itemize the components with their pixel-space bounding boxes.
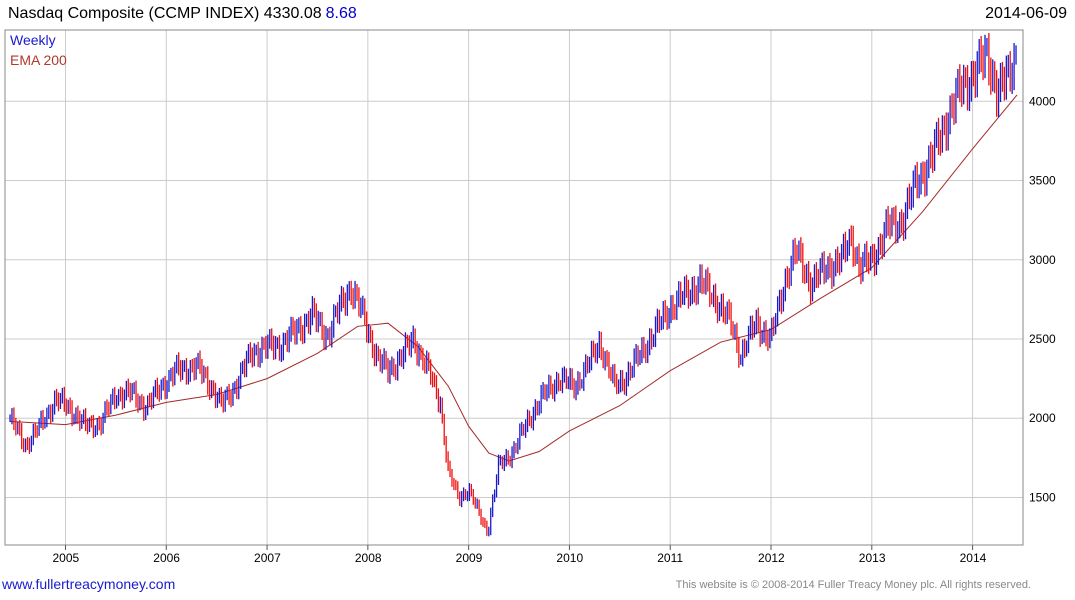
ema-series bbox=[9, 94, 1018, 462]
plot-border bbox=[4, 29, 1024, 546]
chart-date: 2014-06-09 bbox=[985, 5, 1067, 22]
grid-lines bbox=[5, 30, 1023, 545]
y-tick-label: 3500 bbox=[1029, 174, 1056, 188]
weekly-series bbox=[9, 33, 1017, 537]
y-tick-label: 1500 bbox=[1029, 490, 1056, 504]
legend-weekly: Weekly bbox=[10, 32, 56, 48]
x-tick-label: 2009 bbox=[456, 551, 483, 565]
y-tick-label: 2000 bbox=[1029, 411, 1056, 425]
y-tick-label: 4000 bbox=[1029, 94, 1056, 108]
change-value: 8.68 bbox=[325, 5, 357, 22]
x-axis: 2005 2006 2007 2008 2009 2010 2011 2012 2013 2014 bbox=[52, 545, 987, 565]
plot-frame bbox=[4, 29, 1024, 546]
site-link[interactable]: www.fullertreacymoney.com bbox=[2, 576, 176, 592]
x-tick-label: 2012 bbox=[758, 551, 785, 565]
x-tick-label: 2006 bbox=[153, 551, 180, 565]
copyright-notice: This website is © 2008-2014 Fuller Treac… bbox=[675, 579, 1031, 591]
x-tick-label: 2013 bbox=[859, 551, 886, 565]
x-tick-label: 2011 bbox=[657, 551, 683, 565]
legend-ema: EMA 200 bbox=[10, 52, 67, 68]
x-tick-label: 2010 bbox=[556, 551, 583, 565]
ema-line bbox=[9, 94, 1018, 462]
y-tick-label: 2500 bbox=[1029, 332, 1056, 346]
x-tick-label: 2007 bbox=[254, 551, 281, 565]
y-axis: 1500 2000 2500 3000 3500 4000 bbox=[1029, 94, 1056, 504]
y-tick-label: 3000 bbox=[1029, 253, 1056, 267]
title-text: Nasdaq Composite (CCMP INDEX) 4330.08 bbox=[8, 5, 322, 22]
x-tick-label: 2005 bbox=[52, 551, 79, 565]
chart-title: Nasdaq Composite (CCMP INDEX) 4330.08 8.6… bbox=[8, 5, 357, 23]
x-tick-label: 2008 bbox=[355, 551, 382, 565]
x-tick-label: 2014 bbox=[960, 551, 987, 565]
